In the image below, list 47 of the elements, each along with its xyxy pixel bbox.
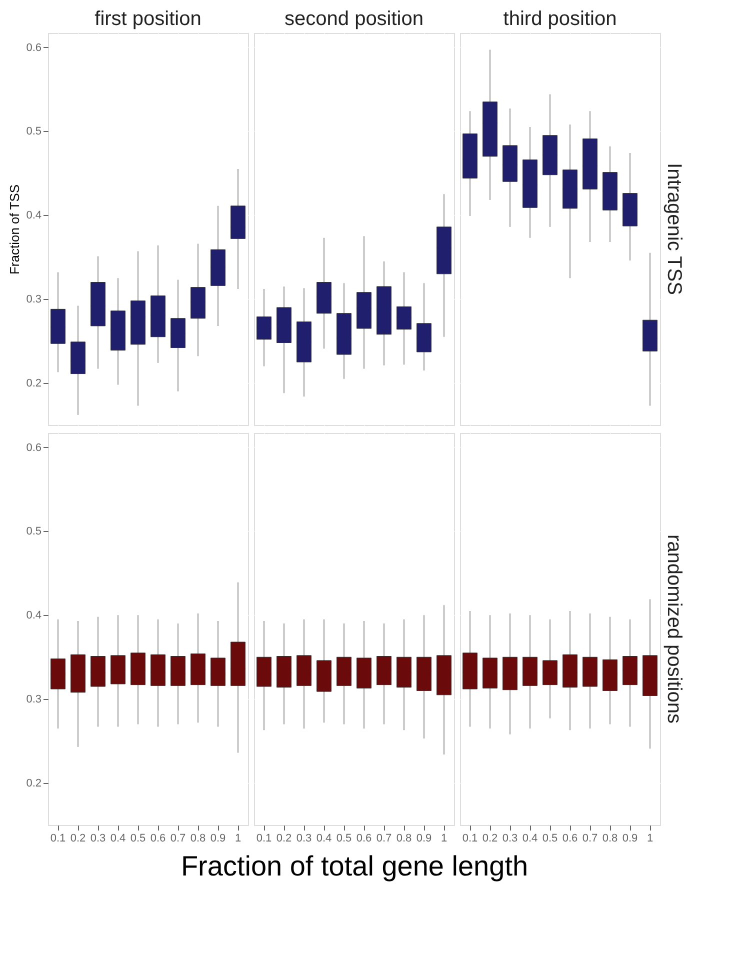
x-tick-label: 0.6 (356, 832, 372, 844)
x-tick-label: 0.4 (522, 832, 538, 844)
x-tick-label: 0.7 (170, 832, 186, 844)
y-axis-title: Fraction of TSS (7, 184, 22, 275)
x-tick-label: 0.2 (276, 832, 292, 844)
x-tick-label: 0.7 (376, 832, 392, 844)
y-tick-label: 0.3 (26, 694, 42, 706)
y-tick-label: 0.5 (26, 126, 42, 138)
chart-title: first position (94, 8, 202, 30)
y-tick-label: 0.5 (26, 526, 42, 538)
x-tick-label: 0.5 (130, 832, 146, 844)
x-tick-label: 0.8 (602, 832, 618, 844)
x-axis-title: Fraction of total gene length (180, 850, 528, 882)
x-tick-label: 0.6 (562, 832, 578, 844)
x-tick-label: 0.3 (296, 832, 312, 844)
y-tick-label: 0.4 (26, 210, 42, 222)
x-tick-label: 1 (646, 832, 654, 844)
chart-title: third position (503, 8, 617, 30)
x-tick-label: 0.9 (622, 832, 638, 844)
x-tick-label: 0.9 (416, 832, 432, 844)
x-tick-label: 0.6 (150, 832, 166, 844)
x-tick-label: 0.1 (256, 832, 272, 844)
x-tick-label: 0.1 (50, 832, 66, 844)
x-tick-label: 0.9 (210, 832, 226, 844)
y-tick-label: 0.4 (26, 610, 42, 622)
y-tick-label: 0.6 (26, 442, 42, 454)
x-tick-label: 0.4 (316, 832, 332, 844)
x-tick-label: 1 (234, 832, 242, 844)
chart-title: second position (284, 8, 424, 30)
y-tick-label: 0.6 (26, 42, 42, 54)
x-tick-label: 1 (440, 832, 448, 844)
x-tick-label: 0.3 (502, 832, 518, 844)
x-tick-label: 0.7 (582, 832, 598, 844)
x-tick-label: 0.8 (190, 832, 206, 844)
y-tick-label: 0.3 (26, 294, 42, 306)
x-tick-label: 0.8 (396, 832, 412, 844)
x-tick-label: 0.5 (336, 832, 352, 844)
x-tick-label: 0.5 (542, 832, 558, 844)
y2-axis-title: randomized positions (663, 534, 685, 724)
x-tick-label: 0.4 (110, 832, 126, 844)
y2-axis-title: Intragenic TSS (663, 163, 685, 295)
x-tick-label: 0.3 (90, 832, 106, 844)
x-tick-label: 0.2 (482, 832, 498, 844)
y-tick-label: 0.2 (26, 778, 42, 790)
x-tick-label: 0.2 (70, 832, 86, 844)
y-tick-label: 0.2 (26, 378, 42, 390)
x-tick-label: 0.1 (462, 832, 478, 844)
